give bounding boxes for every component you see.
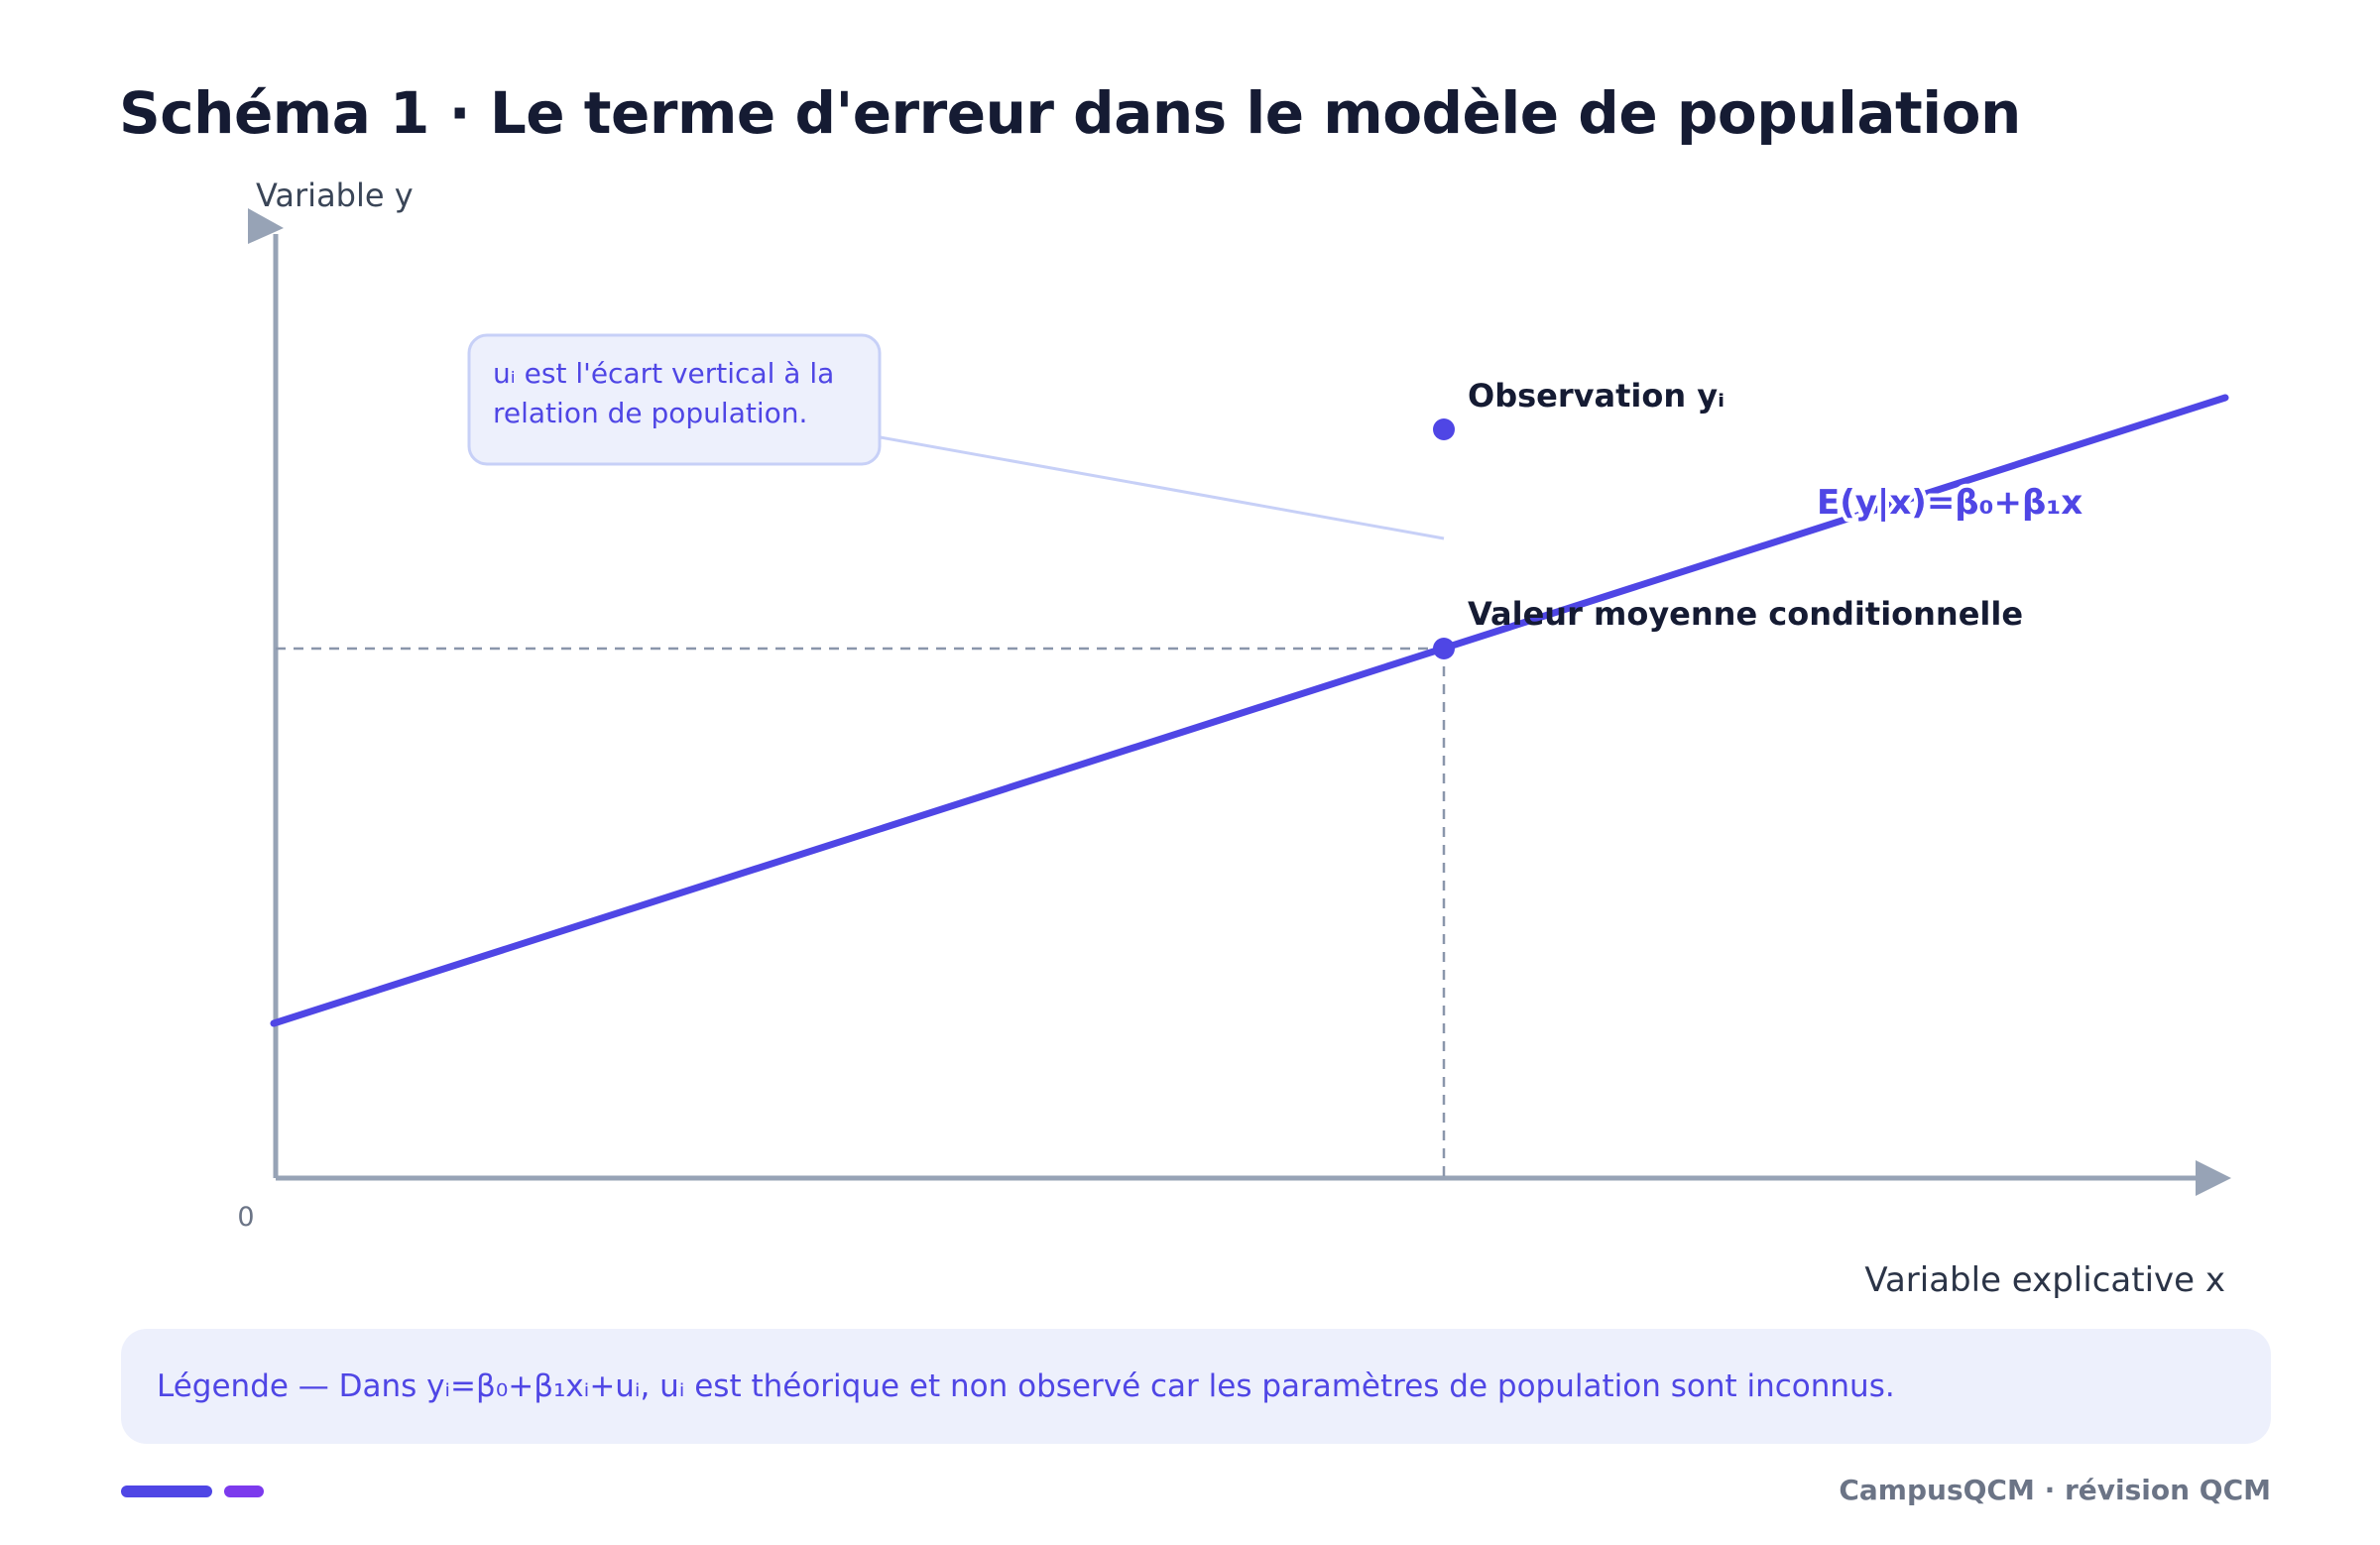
annotation-line-1: uᵢ est l'écart vertical à la — [493, 357, 834, 390]
y-axis-arrow-icon — [248, 208, 284, 244]
regression-equation-label: E(y|x)=β₀+β₁x — [1817, 483, 2082, 523]
x-axis-arrow-icon — [2196, 1160, 2231, 1196]
legend-text: Légende — Dans yᵢ=β₀+β₁xᵢ+uᵢ, uᵢ est thé… — [157, 1368, 1895, 1404]
x-axis-label: Variable explicative x — [1864, 1260, 2225, 1300]
observation-point — [1433, 418, 1455, 440]
conditional-mean-point — [1433, 638, 1455, 659]
brand-accent-bar-secondary — [224, 1486, 264, 1497]
origin-label: 0 — [237, 1202, 254, 1233]
y-axis-label: Variable y — [256, 177, 414, 214]
conditional-mean-label: Valeur moyenne conditionnelle — [1468, 595, 2023, 633]
footer-brand: CampusQCM · révision QCM — [1839, 1474, 2271, 1506]
population-regression-line — [270, 394, 2229, 1027]
page-title: Schéma 1 · Le terme d'erreur dans le mod… — [119, 79, 2021, 147]
brand-accent-bar — [121, 1486, 212, 1497]
observation-label: Observation yᵢ — [1468, 377, 1725, 415]
legend-box: Légende — Dans yᵢ=β₀+β₁xᵢ+uᵢ, uᵢ est thé… — [121, 1329, 2271, 1444]
annotation-line-2: relation de population. — [493, 397, 807, 429]
callout-connector — [874, 434, 1445, 540]
annotation-callout — [467, 333, 882, 466]
